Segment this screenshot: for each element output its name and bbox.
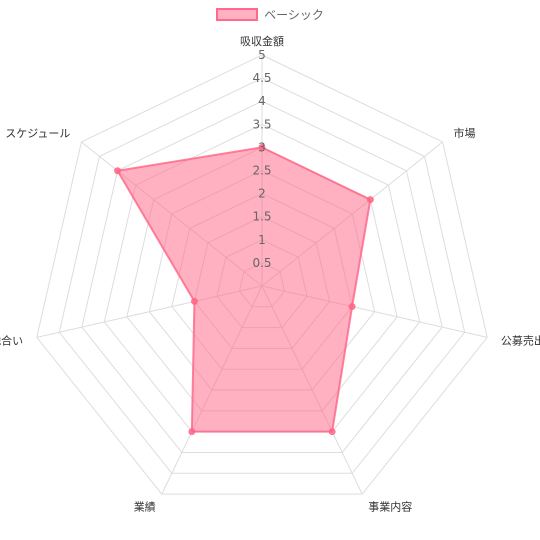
axis-label: 事業内容 [368, 500, 412, 514]
data-point [328, 428, 336, 436]
legend-label: ベーシック [264, 8, 324, 22]
tick-label: 4.5 [252, 71, 271, 85]
legend-swatch [216, 8, 259, 21]
data-point [188, 428, 196, 436]
data-point [366, 196, 374, 204]
axis-label: 公募売出比 [501, 334, 540, 348]
tick-label: 2 [258, 187, 266, 201]
data-point [348, 303, 356, 311]
axis-label: 市場 [454, 126, 476, 140]
tick-label: 4 [258, 94, 266, 108]
grid-ring [36, 54, 488, 495]
data-point [258, 143, 266, 151]
legend[interactable]: ベーシック [0, 6, 540, 23]
axis-label: 業績 [134, 500, 156, 514]
data-point [190, 297, 198, 305]
tick-label: 1 [258, 233, 266, 247]
axis-label: 地合い [0, 334, 23, 348]
tick-label: 3.5 [252, 117, 271, 131]
tick-label: 5 [258, 48, 266, 62]
tick-label: 2.5 [252, 164, 271, 178]
tick-label: 3 [258, 140, 266, 154]
tick-label: 0.5 [252, 256, 271, 270]
grid-ring [81, 100, 443, 453]
data-point [114, 167, 122, 175]
tick-label: 1.5 [252, 210, 271, 224]
axis-label: スケジュール [5, 127, 70, 140]
series-area [115, 146, 372, 433]
axis-label: 吸収金額 [240, 34, 284, 48]
grid-ring [58, 77, 466, 474]
